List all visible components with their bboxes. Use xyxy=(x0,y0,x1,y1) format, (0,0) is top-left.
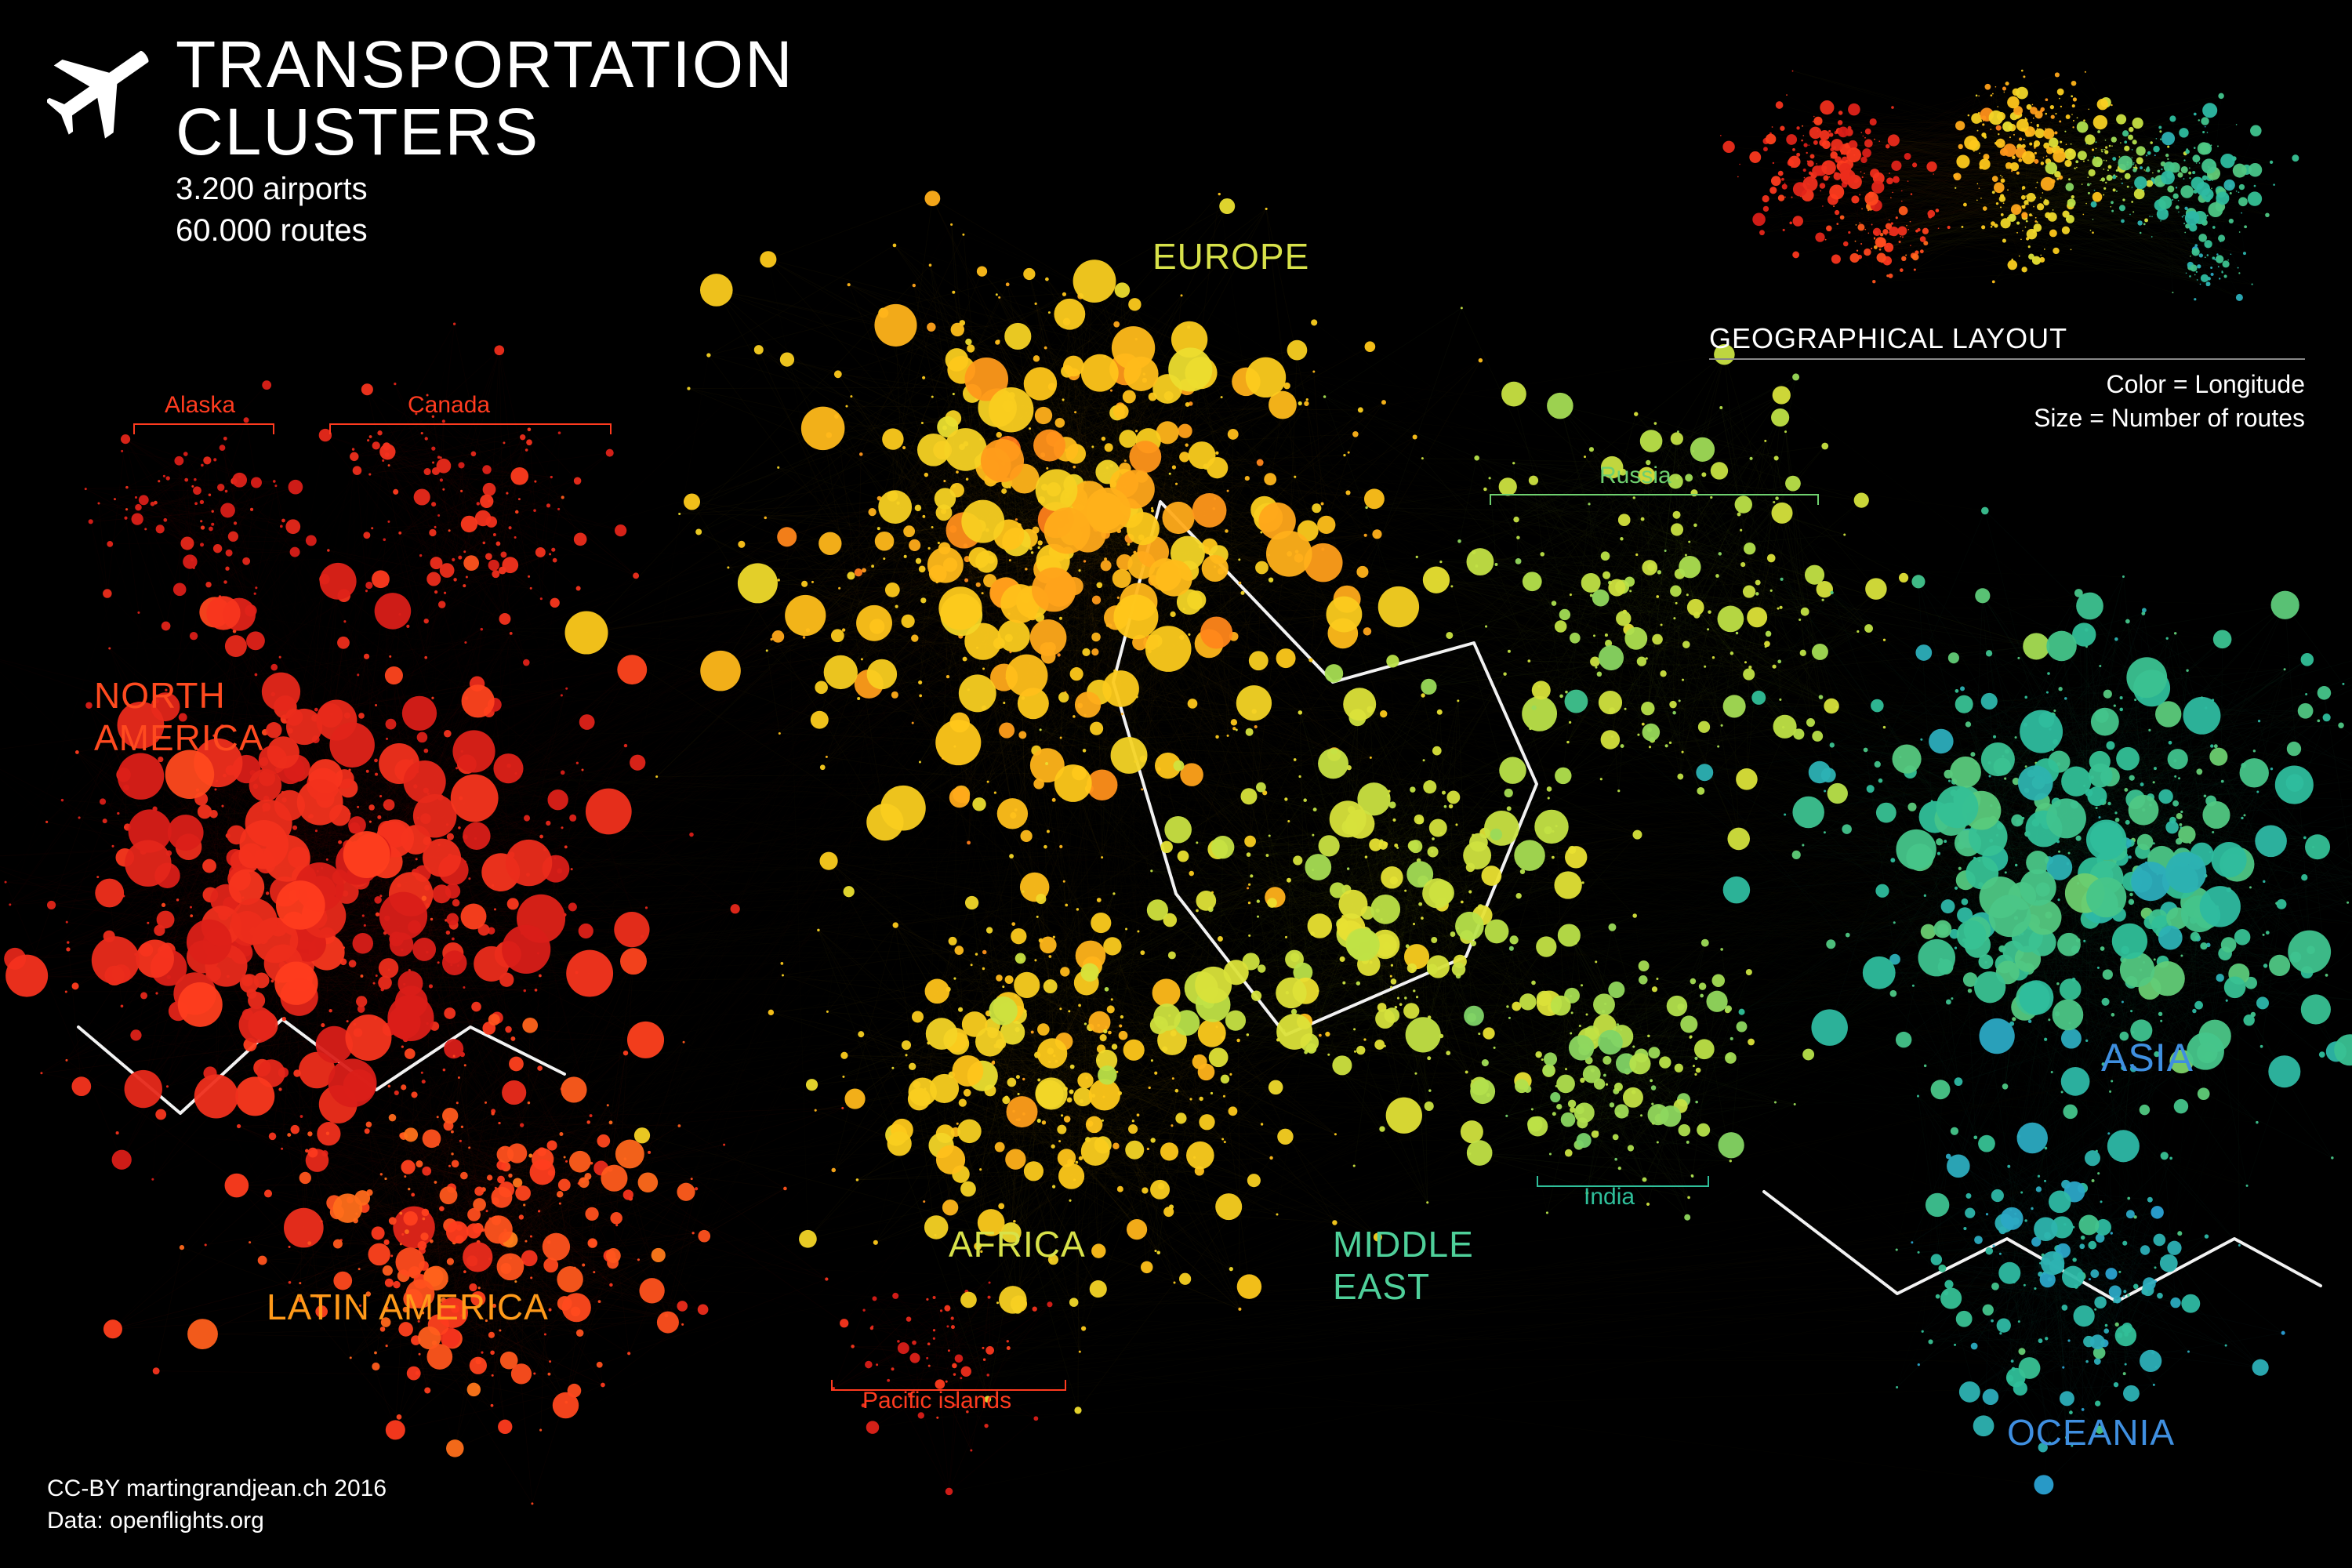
region-label: EUROPE xyxy=(1152,235,1309,278)
legend-color: Color = Longitude xyxy=(1709,368,2305,401)
inset-legend: Color = Longitude Size = Number of route… xyxy=(1709,368,2305,435)
bracket xyxy=(133,423,274,434)
sub-label: Canada xyxy=(408,392,490,419)
title-block: TRANSPORTATION CLUSTERS 3.200 airports 6… xyxy=(47,31,794,249)
airplane-icon xyxy=(47,31,157,145)
region-label: NORTHAMERICA xyxy=(94,674,264,759)
sub-label: Pacific islands xyxy=(862,1388,1011,1414)
region-label: OCEANIA xyxy=(2007,1411,2175,1454)
inset-caption: GEOGRAPHICAL LAYOUT xyxy=(1709,322,2305,360)
sub-label: Russia xyxy=(1599,463,1671,489)
region-label: LATIN AMERICA xyxy=(267,1286,549,1328)
legend-size: Size = Number of routes xyxy=(1709,401,2305,435)
region-label: MIDDLEEAST xyxy=(1333,1223,1474,1308)
credit-cc: CC-BY martingrandjean.ch 2016 xyxy=(47,1473,387,1505)
inset-svg xyxy=(1709,31,2305,314)
bracket xyxy=(329,423,612,434)
sub-label: India xyxy=(1584,1184,1635,1210)
region-label: AFRICA xyxy=(949,1223,1086,1265)
sub-label: Alaska xyxy=(165,392,235,419)
subtitle-routes: 60.000 routes xyxy=(176,213,794,249)
subtitle-airports: 3.200 airports xyxy=(176,172,794,207)
title-line1: TRANSPORTATION xyxy=(176,31,794,99)
region-label: ASIA xyxy=(2101,1035,2194,1080)
bracket xyxy=(1490,494,1819,505)
stage: TRANSPORTATION CLUSTERS 3.200 airports 6… xyxy=(0,0,2352,1568)
credit-data: Data: openflights.org xyxy=(47,1505,387,1537)
credit-block: CC-BY martingrandjean.ch 2016 Data: open… xyxy=(47,1473,387,1537)
title-line2: CLUSTERS xyxy=(176,99,794,166)
title-text: TRANSPORTATION CLUSTERS 3.200 airports 6… xyxy=(176,31,794,249)
inset-block: GEOGRAPHICAL LAYOUT Color = Longitude Si… xyxy=(1709,31,2305,435)
